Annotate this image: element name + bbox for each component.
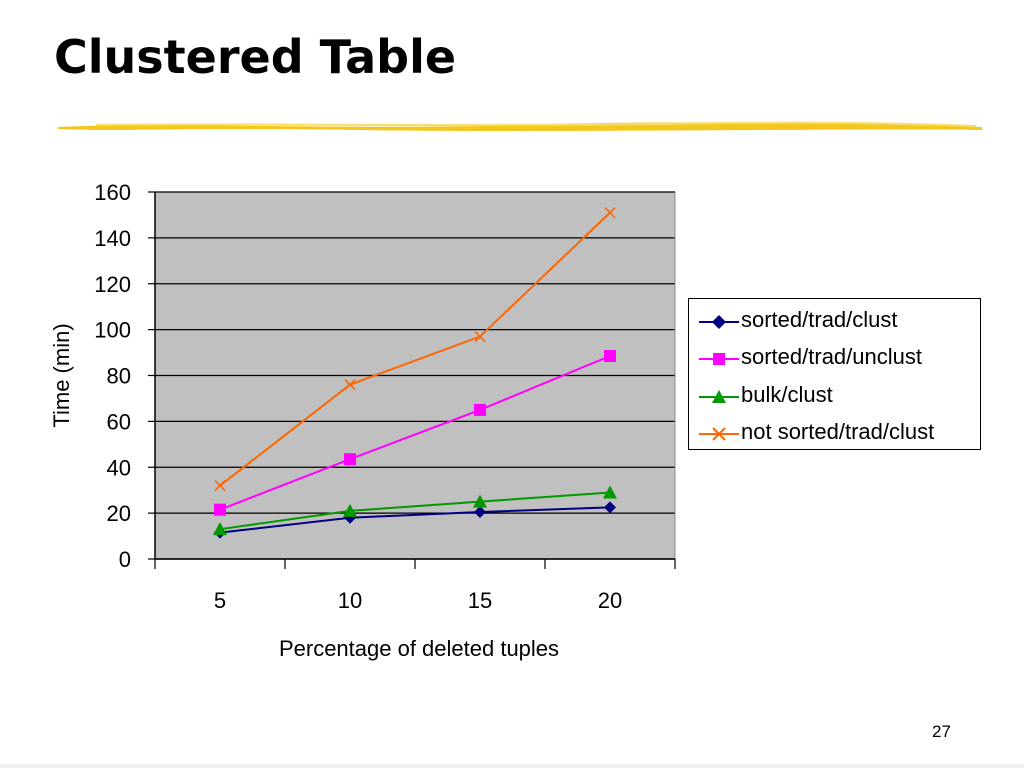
y-tick-label: 0 xyxy=(119,547,131,572)
data-point xyxy=(343,503,357,517)
data-point xyxy=(604,350,616,363)
data-point xyxy=(214,480,226,492)
x-axis-label: Percentage of deleted tuples xyxy=(279,636,559,661)
data-point xyxy=(474,505,486,518)
data-point xyxy=(214,503,226,516)
x-tick-label: 15 xyxy=(468,588,492,613)
y-tick-labels: 0 20 40 60 80 100 120 140 160 xyxy=(94,180,131,572)
data-point xyxy=(474,330,486,343)
y-tick-label: 60 xyxy=(107,409,131,434)
series-line xyxy=(219,355,611,511)
legend-item: sorted/trad/unclust xyxy=(689,344,980,374)
y-tick-label: 20 xyxy=(107,501,131,526)
gridlines xyxy=(148,191,675,560)
title-underline-highlight xyxy=(95,121,977,127)
axes xyxy=(154,192,676,569)
x-tick-label: 10 xyxy=(338,588,362,613)
slide-title: Clustered Table xyxy=(54,30,457,84)
title-underline-stroke xyxy=(58,122,982,131)
x-tick-labels: 5 10 15 20 xyxy=(214,588,622,613)
data-point xyxy=(603,485,617,499)
data-point-stroke xyxy=(214,480,226,492)
x-tick-label: 20 xyxy=(598,588,622,613)
data-point xyxy=(344,453,356,466)
data-point xyxy=(473,494,487,508)
y-tick-label: 120 xyxy=(94,272,131,297)
y-axis-label: Time (min) xyxy=(49,323,74,427)
legend: sorted/trad/clust sorted/trad/unclust bu… xyxy=(688,298,981,450)
legend-label: sorted/trad/clust xyxy=(741,307,898,332)
data-point xyxy=(604,207,616,219)
legend-label: sorted/trad/unclust xyxy=(741,344,922,369)
legend-label: not sorted/trad/clust xyxy=(741,419,935,444)
y-tick-label: 100 xyxy=(94,318,131,343)
x-tick-label: 5 xyxy=(214,588,226,613)
series-1 xyxy=(214,350,616,516)
series-2 xyxy=(213,485,617,536)
title-underline xyxy=(58,121,982,131)
series-line xyxy=(219,211,611,487)
legend-marker-diamond-icon xyxy=(699,315,739,329)
data-point-stroke xyxy=(344,379,356,391)
data-point xyxy=(604,501,616,514)
legend-marker-triangle-icon xyxy=(699,390,739,403)
y-tick-label: 140 xyxy=(94,226,131,251)
y-tick-label: 40 xyxy=(107,455,131,480)
page-number: 27 xyxy=(932,722,951,741)
legend-item: sorted/trad/clust xyxy=(689,307,980,337)
legend-item: not sorted/trad/clust xyxy=(689,419,980,449)
footer-band xyxy=(0,764,1024,768)
data-point xyxy=(344,379,356,391)
series-line xyxy=(219,491,611,531)
series-3 xyxy=(214,207,616,492)
legend-label: bulk/clust xyxy=(741,382,833,407)
data-point xyxy=(213,522,227,536)
data-point-stroke xyxy=(604,207,616,219)
y-tick-label: 80 xyxy=(107,364,131,389)
legend-marker-x-icon xyxy=(699,427,739,441)
series-layer xyxy=(213,207,617,539)
data-point xyxy=(474,403,486,416)
series-line xyxy=(219,506,611,534)
legend-marker-square-icon xyxy=(699,353,739,365)
data-point-stroke xyxy=(474,330,486,343)
y-tick-label: 160 xyxy=(94,180,131,205)
legend-item: bulk/clust xyxy=(689,382,980,412)
